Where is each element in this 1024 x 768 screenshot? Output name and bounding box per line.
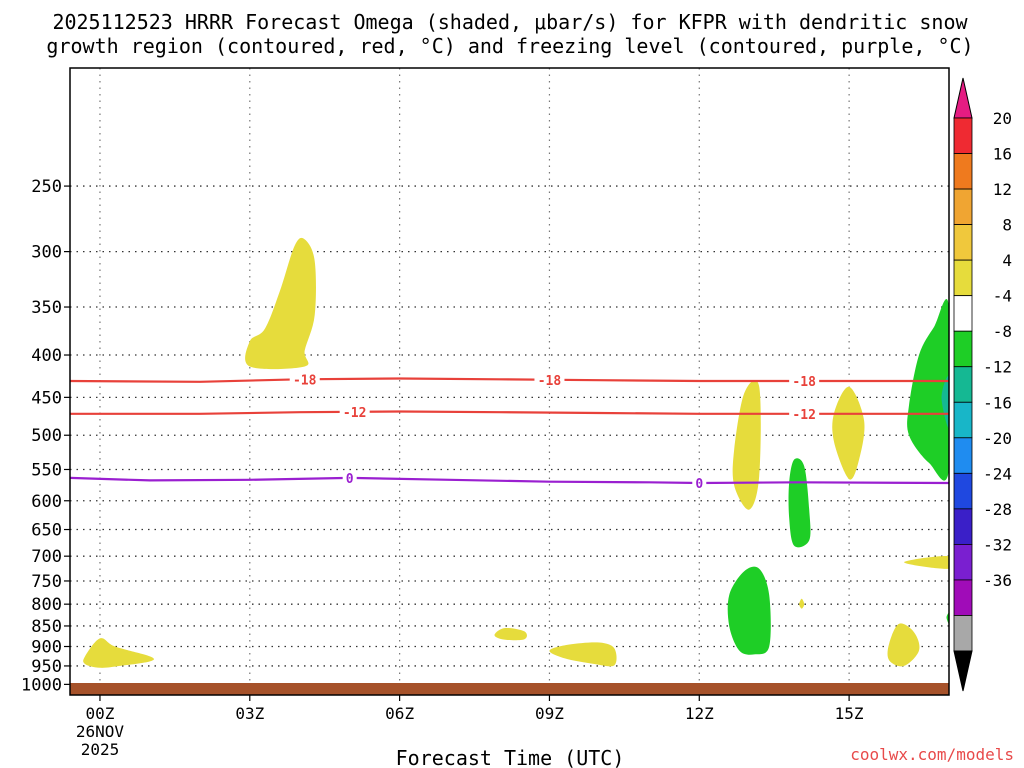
colorbar-label: 8	[1002, 216, 1012, 235]
y-tick-label: 250	[31, 177, 62, 197]
contour-label-bg	[534, 372, 565, 387]
contour-label: -12	[792, 408, 815, 423]
colorbar-bottom-arrow	[953, 650, 973, 692]
contour-label: -18	[538, 374, 562, 389]
colorbar-bin	[953, 259, 973, 297]
x-tick-label: 15Z	[835, 704, 864, 723]
contour-label: -12	[343, 406, 366, 421]
omega-region-1	[83, 638, 154, 668]
contour-dgz-minus18	[70, 377, 949, 383]
colorbar-bin	[953, 615, 973, 652]
colorbar-label: -24	[983, 464, 1012, 483]
colorbar: 20 16 12 8 4 -4 -8 -12 -16 -20 -24 -28 -32 -36	[953, 77, 1012, 692]
colorbar-bin	[953, 401, 973, 439]
x-tick-sublabel: 2025	[81, 740, 120, 759]
omega-region-7	[799, 598, 805, 609]
contour-label-bg	[789, 374, 820, 389]
colorbar-bin	[953, 508, 973, 545]
contour-label-bg	[339, 404, 370, 419]
omega-region-9	[788, 458, 811, 548]
colorbar-bin	[953, 295, 973, 332]
omega-region-2	[494, 627, 527, 641]
colorbar-bin	[953, 437, 973, 474]
omega-region-5	[832, 386, 865, 480]
y-tick-label: 450	[31, 388, 62, 408]
y-tick-label: 850	[31, 617, 62, 637]
omega-region-6	[887, 623, 920, 667]
contour-label: 0	[695, 477, 703, 492]
colorbar-bin	[953, 224, 973, 261]
y-tick-label: 900	[31, 638, 62, 658]
chart-title-line2: growth region (contoured, red, °C) and f…	[46, 34, 973, 58]
omega-region-3	[549, 642, 617, 667]
x-tick-label: 06Z	[385, 704, 414, 723]
omega-region-10	[727, 566, 771, 655]
y-tick-label: 550	[31, 460, 62, 480]
omega-region-4	[732, 380, 761, 510]
omega-region-13	[941, 375, 949, 429]
colorbar-bin	[953, 330, 973, 368]
colorbar-label: -16	[983, 393, 1012, 412]
credit-text: coolwx.com/models	[850, 745, 1014, 764]
contour-label-bg	[342, 470, 357, 485]
x-tick-label: 09Z	[535, 704, 564, 723]
y-tick-label: 650	[31, 521, 62, 541]
y-tick-label: 500	[31, 426, 62, 446]
colorbar-label: -32	[983, 535, 1012, 554]
colorbar-label: -8	[993, 322, 1012, 341]
y-tick-label: 700	[31, 547, 62, 567]
contour-dgz-minus12	[70, 410, 949, 415]
colorbar-label: -36	[983, 571, 1012, 590]
y-tick-label: 400	[31, 346, 62, 366]
contour-freezing-level	[70, 476, 949, 485]
colorbar-label: -20	[983, 429, 1012, 448]
chart-title-line1: 2025112523 HRRR Forecast Omega (shaded, …	[52, 10, 968, 34]
colorbar-label: -4	[993, 287, 1012, 306]
contour-label-bg	[289, 372, 320, 387]
contour-label: -18	[293, 373, 317, 388]
colorbar-bin	[953, 366, 973, 403]
x-tick-sublabel: 26NOV	[76, 722, 125, 741]
y-tick-label: 600	[31, 492, 62, 512]
colorbar-label: 16	[993, 145, 1012, 164]
x-tick-label: 12Z	[685, 704, 714, 723]
plot-frame	[69, 67, 950, 696]
x-axis-label: Forecast Time (UTC)	[396, 746, 625, 768]
x-tick-label: 00Z	[86, 704, 115, 723]
y-axis: 2503003504004505005506006507007508008509…	[21, 177, 70, 695]
colorbar-bin	[953, 544, 973, 581]
colorbar-label: -28	[983, 500, 1012, 519]
omega-shaded-regions	[83, 237, 949, 668]
ground-bar	[70, 683, 949, 695]
colorbar-label: 20	[993, 109, 1012, 128]
y-tick-label: 300	[31, 243, 62, 263]
y-tick-label: 800	[31, 595, 62, 615]
contour-label: -18	[792, 375, 816, 390]
colorbar-bin	[953, 472, 973, 510]
omega-region-0	[245, 237, 316, 370]
colorbar-bin	[953, 188, 973, 225]
colorbar-bin	[953, 117, 973, 154]
y-tick-label: 1000	[21, 675, 62, 695]
contour-label: 0	[346, 472, 354, 487]
temperature-contours: -18 -18 -18 -12 -12 0 0	[70, 372, 949, 492]
colorbar-label: 12	[993, 180, 1012, 199]
x-tick-label: 03Z	[235, 704, 264, 723]
colorbar-top-arrow	[953, 77, 973, 119]
y-tick-label: 750	[31, 572, 62, 592]
colorbar-bin	[953, 153, 973, 190]
contour-label-bg	[789, 406, 820, 421]
omega-region-8	[904, 556, 949, 569]
y-tick-label: 950	[31, 657, 62, 677]
colorbar-label: 4	[1002, 251, 1012, 270]
omega-region-11	[907, 299, 949, 481]
contour-label-bg	[692, 475, 707, 490]
colorbar-label: -12	[983, 358, 1012, 377]
y-tick-label: 350	[31, 298, 62, 318]
colorbar-bin	[953, 579, 973, 616]
